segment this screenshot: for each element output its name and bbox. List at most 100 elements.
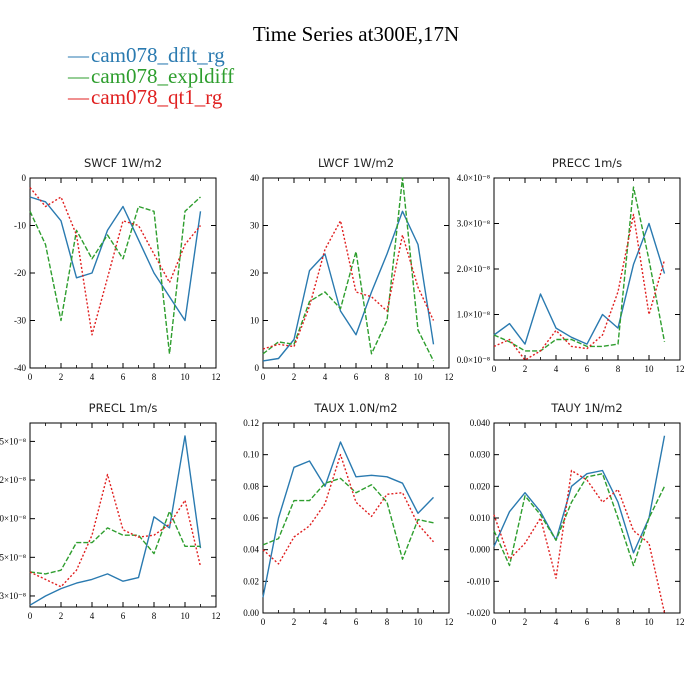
- legend-item: —cam078_expldiff: [67, 64, 234, 88]
- y-tick-label: 40: [250, 173, 260, 183]
- x-tick-label: 6: [121, 372, 126, 382]
- y-tick-label: 0: [255, 363, 260, 373]
- series-line: [493, 222, 666, 345]
- y-tick-label: 0.04: [243, 545, 259, 555]
- legend-item: —cam078_dflt_rg: [67, 43, 225, 67]
- legend-item: —cam078_qt1_rg: [67, 85, 223, 109]
- x-tick-label: 10: [181, 372, 191, 382]
- x-tick-label: 2: [292, 372, 297, 382]
- legend: —cam078_dflt_rg—cam078_expldiff—cam078_q…: [67, 43, 234, 109]
- x-tick-label: 2: [523, 364, 528, 374]
- x-tick-label: 0: [492, 617, 497, 627]
- y-tick-label: 4.0×10⁻⁸: [457, 173, 490, 183]
- y-tick-label: 0.0×10⁻⁸: [457, 355, 490, 365]
- y-tick-label: -0.010: [467, 576, 491, 586]
- x-tick-label: 12: [676, 617, 685, 627]
- panel-title: PRECL 1m/s: [89, 401, 158, 415]
- plot-frame: [262, 422, 450, 614]
- y-tick-label: -40: [14, 363, 26, 373]
- y-tick-label: 3.0×10⁻⁸: [457, 219, 490, 229]
- panel-title: TAUY 1N/m2: [550, 401, 622, 415]
- panel: LWCF 1W/m2 0 2 4 6 8 10 12 0 10 20 30 40: [250, 156, 454, 382]
- x-tick-label: 0: [28, 372, 33, 382]
- y-tick-label: 0.010: [470, 513, 491, 523]
- x-tick-label: 12: [445, 372, 454, 382]
- x-tick-label: 4: [554, 364, 559, 374]
- series-line: [493, 473, 666, 567]
- x-tick-label: 10: [645, 617, 655, 627]
- x-tick-label: 12: [212, 611, 221, 621]
- y-tick-label: 10: [250, 316, 260, 326]
- legend-marker: —: [67, 85, 90, 109]
- y-tick-label: 0: [22, 173, 27, 183]
- y-tick-label: -30: [14, 316, 26, 326]
- y-tick-label: 0.06: [243, 513, 259, 523]
- y-tick-label: 0.000: [470, 545, 491, 555]
- series-line: [262, 177, 435, 362]
- x-tick-label: 6: [121, 611, 126, 621]
- series-line: [262, 477, 434, 560]
- x-tick-label: 10: [181, 611, 191, 621]
- x-tick-label: 8: [616, 617, 621, 627]
- y-tick-label: 0.12: [243, 418, 259, 428]
- series-line: [262, 441, 435, 598]
- series-line: [262, 220, 435, 350]
- x-tick-label: 6: [585, 617, 590, 627]
- x-tick-label: 2: [59, 372, 64, 382]
- x-tick-label: 2: [292, 617, 297, 627]
- panel: SWCF 1W/m2 0 2 4 6 8 10 12 -40 -30 -20 -10 0: [14, 156, 221, 382]
- y-tick-label: 5×10⁻⁸: [0, 552, 26, 562]
- x-tick-label: 12: [212, 372, 221, 382]
- plot-frame: [29, 422, 217, 608]
- x-tick-label: 0: [261, 617, 266, 627]
- y-tick-label: -10: [14, 221, 26, 231]
- series-line: [262, 210, 435, 362]
- y-tick-label: 0.00: [243, 608, 259, 618]
- series-line: [29, 473, 202, 588]
- x-tick-label: 4: [90, 611, 95, 621]
- plot-frame: [493, 177, 681, 361]
- series-line: [29, 196, 202, 322]
- y-tick-label: -20: [14, 268, 26, 278]
- x-tick-label: 12: [445, 617, 454, 627]
- figure-title: Time Series at300E,17N: [253, 22, 459, 46]
- x-tick-label: 0: [261, 372, 266, 382]
- x-tick-label: 8: [152, 372, 157, 382]
- x-tick-label: 6: [585, 364, 590, 374]
- x-tick-label: 12: [676, 364, 685, 374]
- x-tick-label: 2: [59, 611, 64, 621]
- series-line: [29, 187, 202, 336]
- series-line: [493, 186, 666, 352]
- series-line: [29, 435, 202, 606]
- series-line: [493, 469, 666, 614]
- series-line: [493, 435, 666, 554]
- panel-title: LWCF 1W/m2: [318, 156, 394, 170]
- series-line: [29, 196, 201, 355]
- y-tick-label: 5×10⁻⁸: [0, 436, 26, 446]
- x-tick-label: 8: [385, 372, 390, 382]
- x-tick-label: 2: [523, 617, 528, 627]
- x-tick-label: 10: [414, 372, 424, 382]
- panel: TAUY 1N/m2 0 2 4 6 8 10 12 -0.020 -0.010 0.000 0.01…: [467, 401, 685, 627]
- y-tick-label: -0.020: [467, 608, 491, 618]
- legend-label: cam078_dflt_rg: [91, 43, 225, 67]
- x-tick-label: 4: [90, 372, 95, 382]
- x-tick-label: 4: [323, 617, 328, 627]
- series-line: [262, 454, 435, 565]
- x-tick-label: 8: [616, 364, 621, 374]
- x-tick-label: 8: [385, 617, 390, 627]
- legend-marker: —: [67, 64, 90, 88]
- y-tick-label: 0.10: [243, 450, 259, 460]
- series-line: [29, 510, 201, 575]
- panels: SWCF 1W/m2 0 2 4 6 8 10 12 -40 -30 -20 -10 0 LWCF 1W/…: [0, 156, 685, 627]
- plot-frame: [493, 422, 681, 614]
- y-tick-label: 0.040: [470, 418, 491, 428]
- panel-title: TAUX 1.0N/m2: [313, 401, 397, 415]
- panel: PRECC 1m/s 0 2 4 6 8 10 12 0.0×10⁻⁸ 1.0×10⁻⁸ 2.0×1…: [457, 156, 685, 374]
- panel: TAUX 1.0N/m2 0 2 4 6 8 10 12 0.00 0.02 0.04 0.06 0.0…: [243, 401, 453, 627]
- y-tick-label: 0.08: [243, 481, 259, 491]
- legend-label: cam078_expldiff: [91, 64, 234, 88]
- panel-title: SWCF 1W/m2: [84, 156, 162, 170]
- y-tick-label: 0.02: [243, 576, 259, 586]
